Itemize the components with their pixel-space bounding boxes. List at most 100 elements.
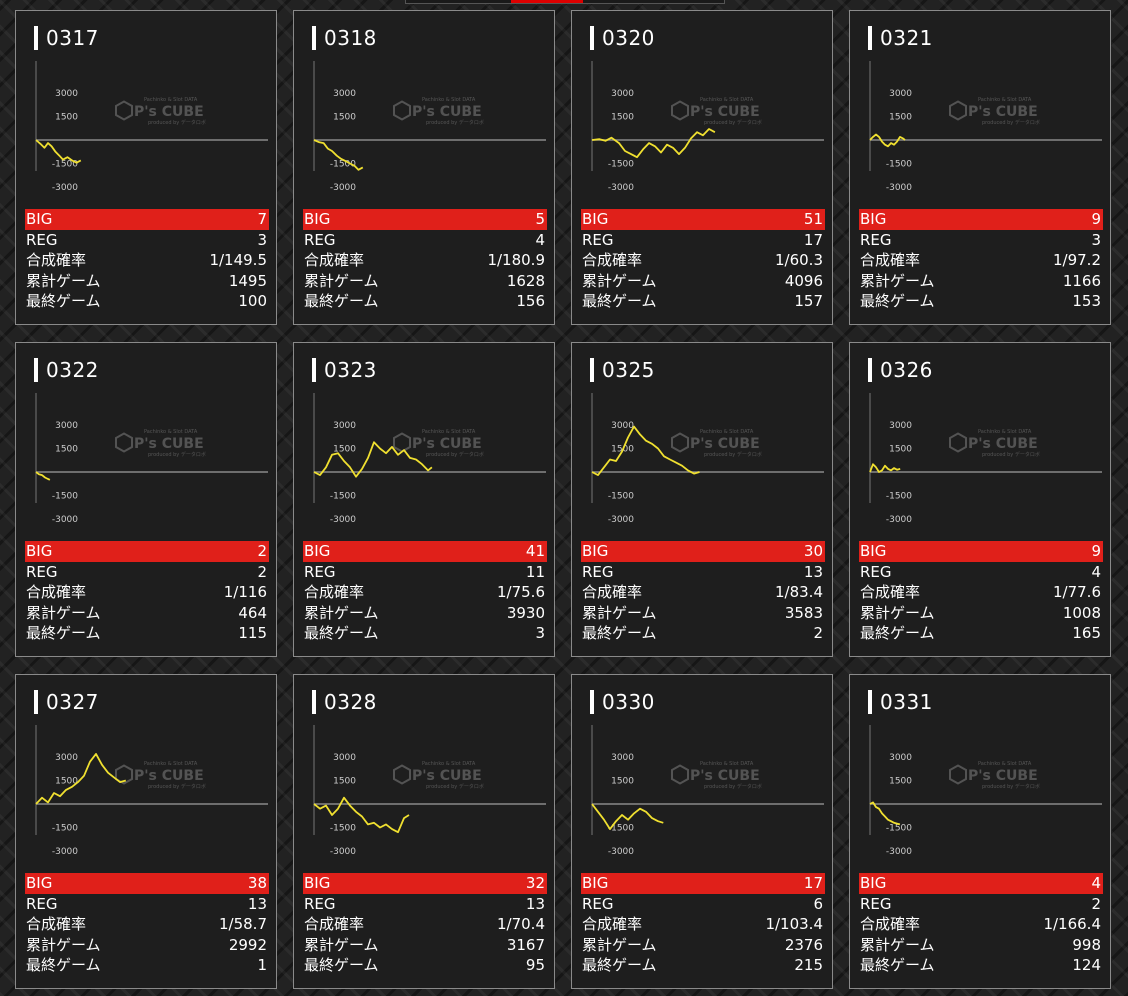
last-game-value: 124 [1072,956,1101,974]
last-game-label: 最終ゲーム [26,624,101,642]
watermark-small-text: Pachinko & Slot DATA [144,761,198,767]
machine-number: 0330 [602,690,655,714]
last-game-row: 最終ゲーム 2 [581,623,825,644]
rate-label: 合成確率 [26,251,87,269]
machine-card-0318[interactable]: 0318 3000 1500 -1500 -3000 Pachinko & Slot D… [293,10,555,325]
reg-label: REG [26,894,58,913]
big-label: BIG [860,542,887,560]
y-tick-label: -1500 [608,160,634,170]
machine-number: 0323 [324,358,377,382]
big-row: BIG 2 [25,541,269,562]
last-game-row: 最終ゲーム 156 [303,291,547,312]
big-label: BIG [304,542,331,560]
big-count: 30 [803,542,823,560]
machine-title: 0318 [312,25,377,51]
machine-card-0330[interactable]: 0330 3000 1500 -1500 -3000 Pachinko & Slot D… [571,674,833,989]
machine-grid: 0317 3000 1500 -1500 -3000 Pachinko & Slot D… [15,10,1115,996]
y-tick-label: -3000 [886,515,912,525]
rate-value: 1/116 [223,583,267,601]
big-label: BIG [860,874,887,892]
watermark-brand-text: P's CUBE [134,104,204,120]
slump-line [313,441,433,478]
watermark-sub-text: produced by データロボ [704,119,762,126]
watermark-sub-text: produced by データロボ [426,451,484,458]
last-game-value: 3 [535,624,545,642]
rate-label: 合成確率 [304,251,365,269]
reg-count: 13 [247,894,267,913]
big-row: BIG 9 [859,209,1103,230]
big-label: BIG [304,874,331,892]
watermark-small-text: Pachinko & Slot DATA [700,761,754,767]
last-game-row: 最終ゲーム 124 [859,955,1103,976]
last-game-value: 215 [794,956,823,974]
y-tick-label: -1500 [886,160,912,170]
last-game-label: 最終ゲーム [304,624,379,642]
machine-card-0320[interactable]: 0320 3000 1500 -1500 -3000 Pachinko & Slot D… [571,10,833,325]
y-tick-label: 1500 [55,445,78,455]
title-bar [868,690,872,714]
reg-row: REG 2 [25,562,269,583]
total-games-value: 1628 [506,271,545,290]
rate-value: 1/70.4 [497,915,545,933]
y-tick-label: 1500 [889,445,912,455]
y-tick-label: 3000 [889,421,912,431]
watermark-brand-text: P's CUBE [134,436,204,452]
total-games-row: 累計ゲーム 3583 [581,603,825,624]
rate-value: 1/97.2 [1053,251,1101,269]
cube-icon [949,764,967,785]
title-bar [312,26,316,50]
rate-row: 合成確率 1/77.6 [859,582,1103,603]
last-game-row: 最終ゲーム 100 [25,291,269,312]
last-game-label: 最終ゲーム [26,292,101,310]
reg-count: 13 [803,562,823,581]
watermark-small-text: Pachinko & Slot DATA [978,429,1032,435]
machine-number: 0326 [880,358,933,382]
machine-card-0327[interactable]: 0327 3000 1500 -1500 -3000 Pachinko & Slot D… [15,674,277,989]
machine-card-0326[interactable]: 0326 3000 1500 -1500 -3000 Pachinko & Slot D… [849,342,1111,657]
machine-card-0331[interactable]: 0331 3000 1500 -1500 -3000 Pachinko & Slot D… [849,674,1111,989]
rate-value: 1/58.7 [219,915,267,933]
watermark-small-text: Pachinko & Slot DATA [700,429,754,435]
machine-card-0328[interactable]: 0328 3000 1500 -1500 -3000 Pachinko & Slot D… [293,674,555,989]
big-label: BIG [304,210,331,228]
last-game-value: 2 [813,624,823,642]
title-bar [34,26,38,50]
total-games-label: 累計ゲーム [582,603,657,622]
big-count: 17 [803,874,823,892]
reg-row: REG 11 [303,562,547,583]
machine-card-0322[interactable]: 0322 3000 1500 -1500 -3000 Pachinko & Slot D… [15,342,277,657]
rate-row: 合成確率 1/103.4 [581,914,825,935]
machine-card-0321[interactable]: 0321 3000 1500 -1500 -3000 Pachinko & Slot D… [849,10,1111,325]
reg-label: REG [582,894,614,913]
reg-count: 13 [525,894,545,913]
rate-row: 合成確率 1/58.7 [25,914,269,935]
rate-value: 1/149.5 [209,251,267,269]
machine-card-0323[interactable]: 0323 3000 1500 -1500 -3000 Pachinko & Slot D… [293,342,555,657]
last-game-row: 最終ゲーム 95 [303,955,547,976]
watermark-sub-text: produced by データロボ [426,119,484,126]
watermark-small-text: Pachinko & Slot DATA [422,761,476,767]
title-bar [34,358,38,382]
y-tick-label: 1500 [55,777,78,787]
total-games-row: 累計ゲーム 1495 [25,271,269,292]
machine-card-0317[interactable]: 0317 3000 1500 -1500 -3000 Pachinko & Slot D… [15,10,277,325]
machine-card-0325[interactable]: 0325 3000 1500 -1500 -3000 Pachinko & Slot D… [571,342,833,657]
reg-count: 17 [803,230,823,249]
last-game-label: 最終ゲーム [582,956,657,974]
cube-icon [393,100,411,121]
total-games-value: 998 [1072,935,1101,954]
slump-line [35,139,82,164]
y-tick-label: -3000 [52,847,78,857]
stats-table: BIG 7 REG 3 合成確率 1/149.5 累計ゲーム 1495 最終ゲー… [25,209,269,312]
machine-title: 0320 [590,25,655,51]
watermark-small-text: Pachinko & Slot DATA [422,429,476,435]
last-game-row: 最終ゲーム 1 [25,955,269,976]
cube-icon [949,100,967,121]
reg-label: REG [860,230,892,249]
y-tick-label: 1500 [333,113,356,123]
machine-title: 0323 [312,357,377,383]
big-row: BIG 51 [581,209,825,230]
rate-row: 合成確率 1/116 [25,582,269,603]
rate-label: 合成確率 [582,583,643,601]
